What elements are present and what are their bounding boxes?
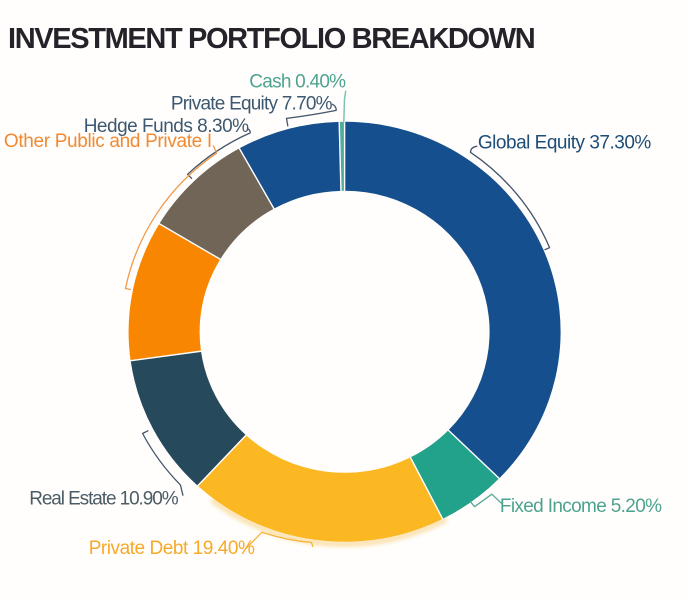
svg-text:Other Public and Private I: Other Public and Private I	[4, 131, 212, 152]
svg-text:INVESTMENT PORTFOLIO BREAKDOWN: INVESTMENT PORTFOLIO BREAKDOWN	[8, 23, 534, 55]
svg-text:Fixed Income 5.20%: Fixed Income 5.20%	[500, 496, 662, 517]
svg-text:Global Equity 37.30%: Global Equity 37.30%	[478, 133, 652, 154]
svg-text:Real Estate 10.90%: Real Estate 10.90%	[29, 489, 179, 510]
svg-text:Hedge Funds 8.30%: Hedge Funds 8.30%	[84, 116, 249, 137]
svg-text:Private Debt 19.40%: Private Debt 19.40%	[89, 538, 255, 559]
svg-text:Cash 0.40%: Cash 0.40%	[249, 72, 346, 93]
svg-text:Private Equity 7.70%: Private Equity 7.70%	[171, 93, 333, 114]
